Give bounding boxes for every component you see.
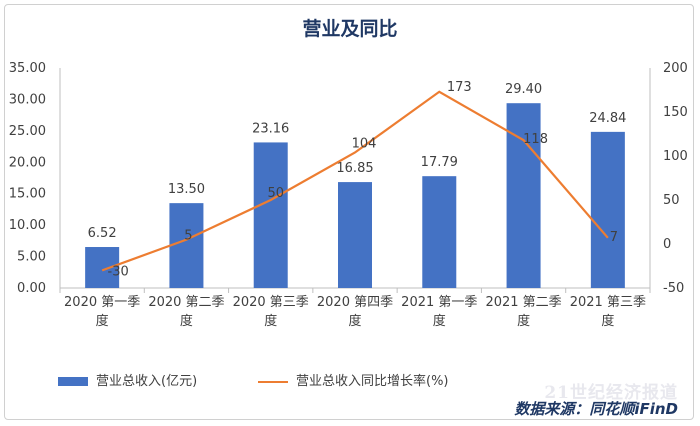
data-source: 数据来源：同花顺iFinD [514,400,678,418]
category-label-line1: 2020 第二季 [148,295,224,310]
legend-bar: 营业总收入(亿元) [58,370,197,389]
legend-line-label: 营业总收入同比增长率(%) [296,374,449,389]
left-tick-label: 10.00 [9,218,46,233]
revenue-bar [422,176,457,288]
revenue-bar [169,203,204,288]
left-tick-label: 5.00 [17,250,46,265]
category-label-line2: 度 [517,313,530,329]
category-label-line2: 度 [433,313,446,329]
category-label-line2: 度 [96,313,109,329]
revenue-bar-label: 17.79 [421,155,458,170]
left-tick-label: 30.00 [9,92,46,107]
category-label-line2: 度 [601,313,614,329]
category-label-line2: 度 [180,313,193,329]
chart-title: 营业及同比 [302,18,398,40]
category-label-line1: 2021 第三季 [570,295,646,310]
category-label-line1: 2020 第三季 [233,295,309,310]
revenue-bar-label: 13.50 [168,182,205,197]
category-label-line2: 度 [348,313,361,329]
right-tick-label: -50 [663,281,684,296]
left-tick-label: 15.00 [9,187,46,202]
growth-point-label: 104 [352,136,377,151]
growth-point-label: 50 [267,186,284,201]
revenue-bar [338,182,372,288]
legend-line: 营业总收入同比增长率(%) [258,370,449,389]
revenue-bar [85,247,120,288]
right-tick-label: 0 [663,237,671,252]
revenue-bar-label: 16.85 [336,161,373,176]
revenue-bar-label: 24.84 [589,111,626,126]
revenue-bar [253,142,288,288]
left-tick-label: 0.00 [17,281,46,296]
category-label-line1: 2021 第一季 [401,295,477,310]
category-label-line1: 2020 第一季 [64,295,140,310]
revenue-bar-label: 23.16 [252,121,289,136]
right-tick-label: 50 [663,193,680,208]
revenue-bar-label: 29.40 [505,82,542,97]
right-tick-label: 100 [663,149,688,164]
left-tick-label: 35.00 [9,61,46,76]
right-tick-label: 200 [663,61,688,76]
growth-point-label: 173 [447,80,472,95]
category-label-line2: 度 [264,313,277,329]
revenue-bar [506,103,541,288]
category-label-line1: 2021 第二季 [485,295,561,310]
legend-bar-swatch [58,377,88,386]
growth-point-label: 7 [610,230,618,245]
left-tick-label: 20.00 [9,155,46,170]
growth-point-label: 118 [523,132,548,147]
left-tick-label: 25.00 [9,124,46,139]
growth-point-label: 5 [184,229,192,244]
watermark: 21世纪经济报道 [544,383,678,403]
legend-line-swatch [258,380,288,383]
revenue-bar-label: 6.52 [88,226,117,241]
category-label-line1: 2020 第四季 [317,295,393,310]
revenue-bar [590,131,625,288]
right-tick-label: 150 [663,105,688,120]
legend-bar-label: 营业总收入(亿元) [96,374,198,389]
chart-frame [4,4,694,420]
growth-point-label: -30 [108,264,129,279]
